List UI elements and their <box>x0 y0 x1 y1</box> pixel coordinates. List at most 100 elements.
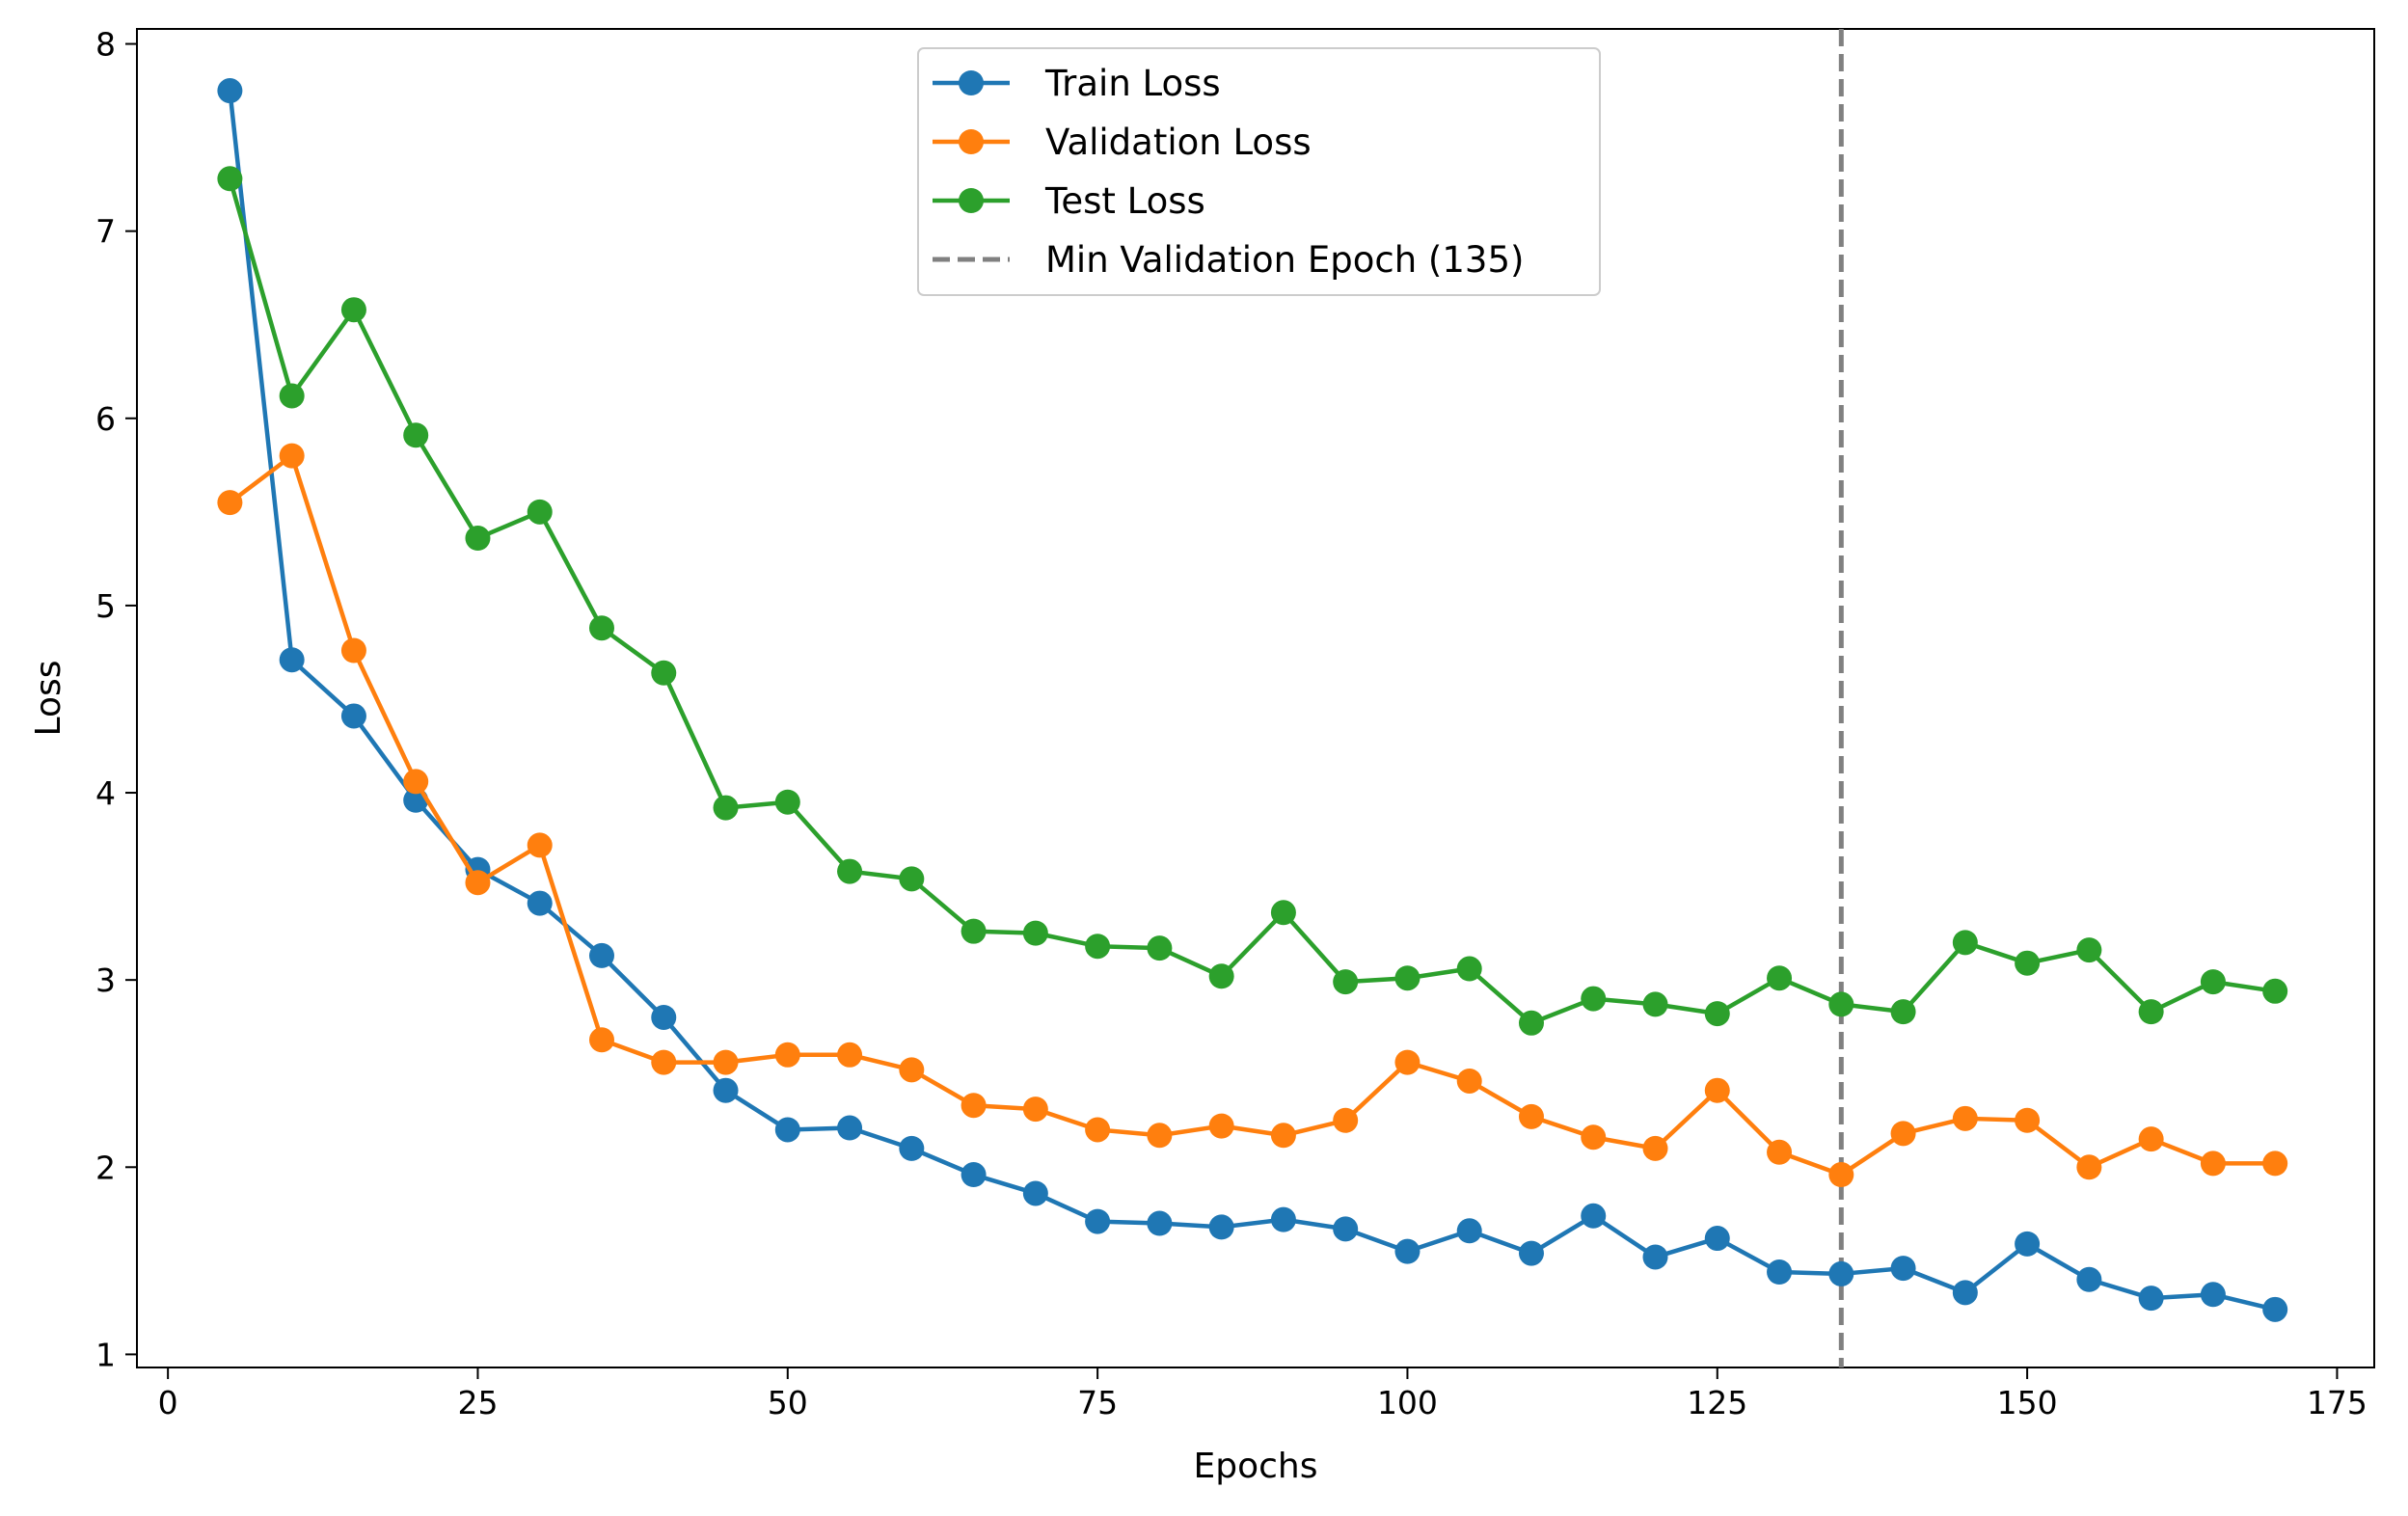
series-line <box>229 453 2276 1178</box>
data-point <box>2200 1151 2226 1177</box>
data-point <box>2138 1286 2164 1312</box>
data-point <box>1890 1121 1916 1147</box>
data-point <box>1581 1124 1607 1151</box>
data-point <box>465 870 491 896</box>
data-point <box>588 1027 614 1053</box>
data-point <box>1394 965 1420 991</box>
data-point <box>1147 1123 1173 1149</box>
data-point <box>713 795 739 821</box>
data-point <box>651 1049 677 1075</box>
data-point <box>1642 1135 1668 1161</box>
data-point <box>1022 1096 1048 1123</box>
data-point <box>2138 999 2164 1025</box>
data-point <box>960 918 987 944</box>
y-tick-label: 8 <box>95 26 116 64</box>
data-point <box>1270 900 1296 926</box>
x-tick-label: 0 <box>158 1384 178 1421</box>
data-point <box>1828 1260 1854 1286</box>
data-point <box>774 789 800 815</box>
data-point <box>837 858 863 884</box>
data-point <box>651 660 677 686</box>
y-axis: 1 2 3 4 5 6 7 8 <box>95 26 137 1373</box>
data-point <box>1085 1117 1111 1143</box>
data-point <box>1581 986 1607 1012</box>
axes-frame <box>136 28 2375 1368</box>
x-tick-label: 50 <box>768 1384 808 1421</box>
y-tick-label: 6 <box>95 400 116 438</box>
data-point <box>1333 1216 1359 1242</box>
data-point <box>1704 1077 1730 1103</box>
data-point <box>1270 1206 1296 1232</box>
data-point <box>1642 1244 1668 1270</box>
data-point <box>899 866 925 892</box>
data-point <box>1642 991 1668 1017</box>
data-point <box>837 1042 863 1068</box>
data-point <box>1952 930 1978 956</box>
legend-label: Test Loss <box>1044 180 1205 222</box>
data-point <box>1890 999 1916 1025</box>
y-tick-label: 4 <box>95 774 116 812</box>
data-point <box>1333 1107 1359 1133</box>
data-point <box>651 1004 677 1030</box>
data-point <box>837 1115 863 1141</box>
data-point <box>1394 1238 1420 1264</box>
data-point <box>1767 1139 1793 1165</box>
data-point <box>1704 1226 1730 1252</box>
data-point <box>1085 1208 1111 1234</box>
data-point <box>774 1117 800 1143</box>
legend-swatch-marker <box>959 188 984 213</box>
data-point <box>960 1093 987 1119</box>
data-point <box>2015 1231 2041 1257</box>
x-tick-label: 125 <box>1687 1384 1747 1421</box>
data-point <box>465 526 491 552</box>
data-point <box>1022 1180 1048 1206</box>
data-point <box>2076 937 2102 963</box>
data-point <box>1208 963 1234 989</box>
data-point <box>1518 1103 1544 1129</box>
data-point <box>340 703 366 729</box>
data-point <box>899 1135 925 1161</box>
legend-item: Train Loss <box>933 63 1221 104</box>
data-point <box>1952 1280 1978 1306</box>
data-point <box>1208 1214 1234 1240</box>
data-point <box>1518 1240 1544 1266</box>
x-tick-label: 100 <box>1377 1384 1438 1421</box>
data-point <box>1456 1068 1482 1094</box>
data-point <box>279 443 305 469</box>
data-point <box>1890 1256 1916 1282</box>
y-tick-label: 3 <box>95 961 116 999</box>
data-point <box>1147 935 1173 961</box>
data-point <box>588 615 614 641</box>
data-point <box>340 637 366 663</box>
data-point <box>279 383 305 409</box>
y-tick-label: 5 <box>95 587 116 625</box>
data-point <box>2200 969 2226 995</box>
data-point <box>1828 1162 1854 1188</box>
data-point <box>2200 1282 2226 1308</box>
data-point <box>2138 1126 2164 1152</box>
data-point <box>527 499 553 525</box>
data-point <box>217 490 243 516</box>
legend-item: Validation Loss <box>933 122 1312 163</box>
data-point <box>1022 920 1048 946</box>
series-layer <box>217 78 2288 1322</box>
legend-label: Train Loss <box>1044 63 1221 104</box>
x-tick-label: 150 <box>1997 1384 2058 1421</box>
data-point <box>1767 965 1793 991</box>
data-point <box>2262 1151 2288 1177</box>
data-point <box>1952 1105 1978 1131</box>
data-point <box>1704 1001 1730 1027</box>
legend-item: Test Loss <box>933 180 1205 222</box>
data-point <box>1518 1010 1544 1036</box>
data-point <box>1581 1203 1607 1229</box>
y-tick-label: 1 <box>95 1336 116 1373</box>
legend: Train Loss Validation Loss Test Loss Min Va… <box>917 47 1601 296</box>
data-point <box>774 1042 800 1068</box>
data-point <box>2262 978 2288 1004</box>
data-point <box>403 422 429 448</box>
y-axis-label: Loss <box>29 661 68 737</box>
data-point <box>527 890 553 916</box>
data-point <box>217 166 243 192</box>
plot-area-border <box>136 28 2375 1368</box>
